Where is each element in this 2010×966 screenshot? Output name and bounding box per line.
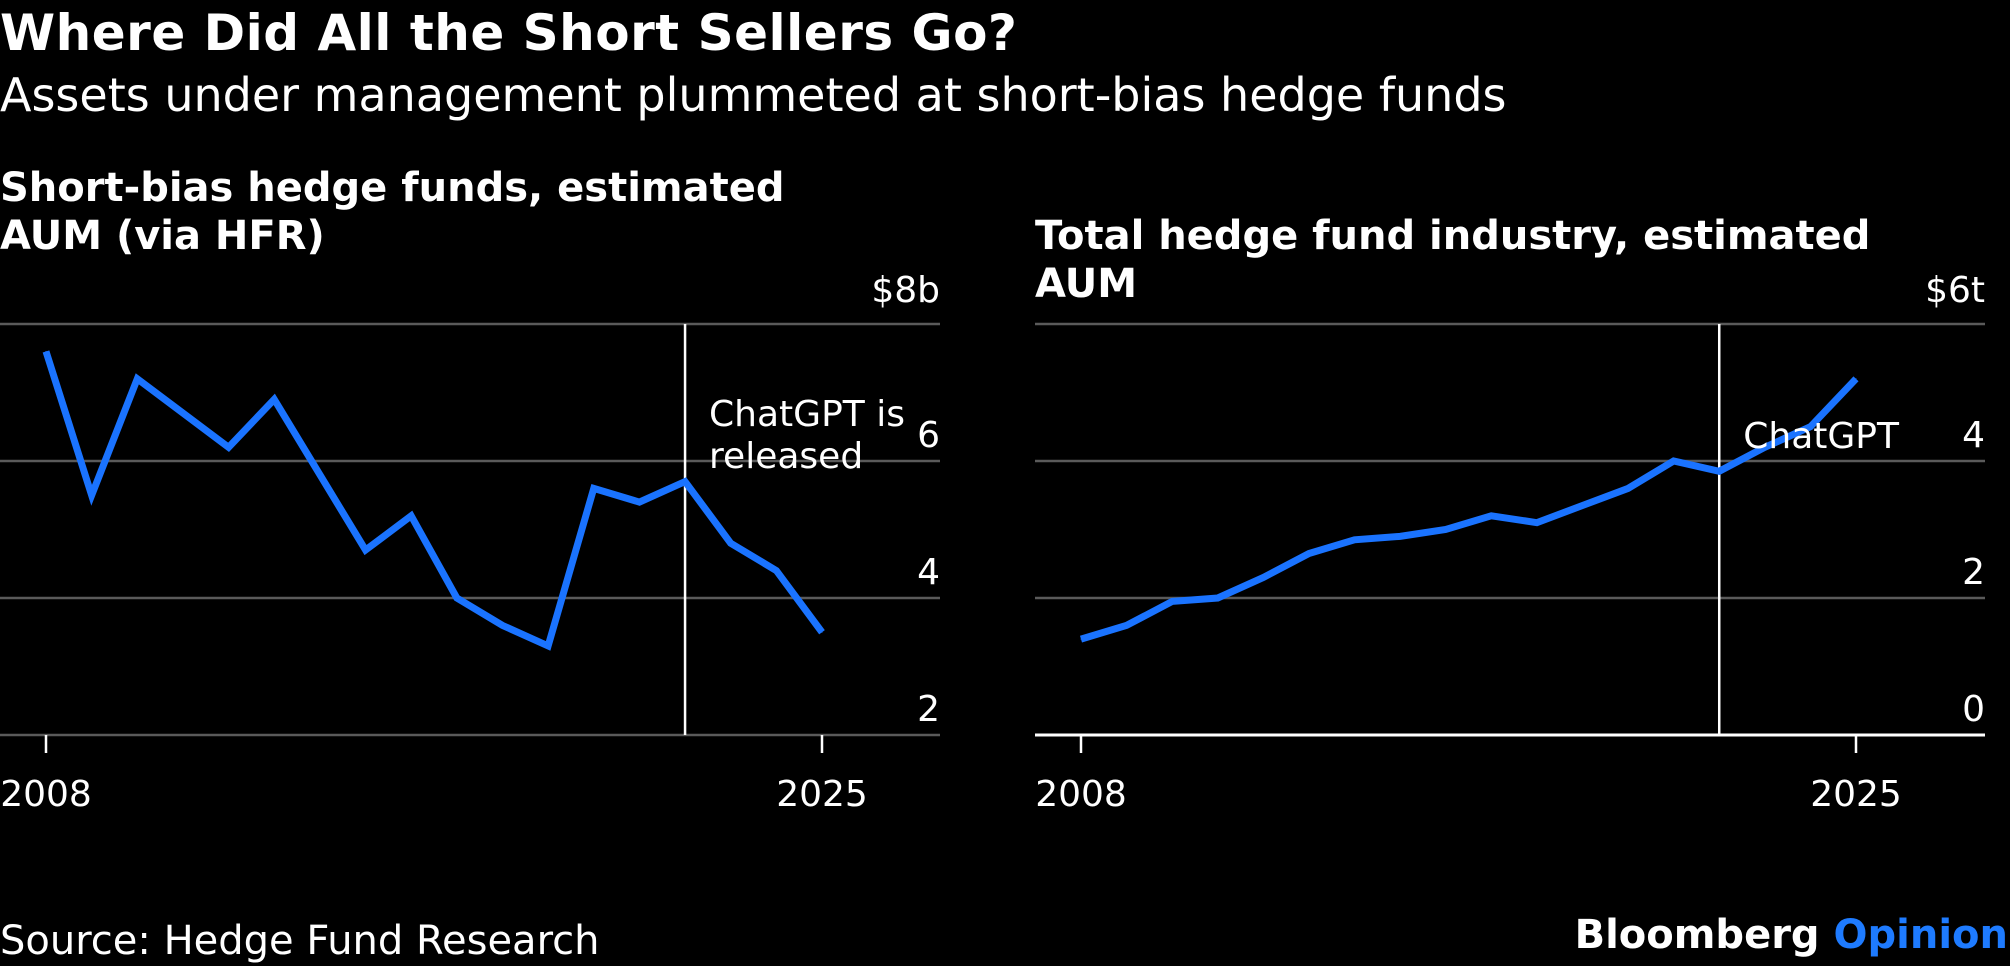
chart-subtitle: Assets under management plummeted at sho… xyxy=(0,68,1507,122)
y-tick-label: 4 xyxy=(917,552,940,593)
data-point xyxy=(1855,378,1857,380)
data-point xyxy=(593,487,595,489)
data-point xyxy=(1718,470,1720,472)
y-tick-label: 6 xyxy=(917,415,940,456)
data-point xyxy=(456,597,458,599)
data-point xyxy=(1445,529,1447,530)
data-point xyxy=(501,624,503,626)
data-point xyxy=(1171,600,1173,602)
data-point xyxy=(1399,535,1401,537)
data-point xyxy=(821,631,823,633)
series-line xyxy=(42,350,825,651)
data-point xyxy=(136,378,138,380)
data-point xyxy=(730,542,732,544)
y-tick-label: 2 xyxy=(1962,552,1985,593)
annotation-label: released xyxy=(709,436,863,477)
data-point xyxy=(1217,597,1219,599)
data-point xyxy=(547,645,549,647)
annotation-label: ChatGPT xyxy=(1743,416,1900,457)
data-point xyxy=(1627,487,1629,489)
data-point xyxy=(1809,426,1811,428)
data-point xyxy=(319,474,321,476)
data-point xyxy=(1354,539,1356,541)
data-point xyxy=(1308,552,1310,554)
brand-accent: Opinion xyxy=(1833,912,2009,958)
data-point xyxy=(1581,505,1583,507)
y-tick-label: 0 xyxy=(1962,689,1985,730)
x-tick-label: 2025 xyxy=(776,774,868,815)
data-point xyxy=(91,494,93,496)
data-point xyxy=(684,481,686,483)
left-panel-title: Short-bias hedge funds, estimated AUM (v… xyxy=(0,165,785,259)
data-point xyxy=(1490,515,1492,517)
bloomberg-opinion-logo: Bloomberg Opinion xyxy=(1575,912,2008,958)
data-point xyxy=(1536,522,1538,524)
data-point xyxy=(1673,460,1675,462)
chart-title: Where Did All the Short Sellers Go? xyxy=(0,4,1018,62)
data-point xyxy=(45,350,47,352)
data-point xyxy=(1262,576,1264,578)
y-tick-label: 2 xyxy=(917,689,940,730)
x-tick-label: 2025 xyxy=(1810,774,1902,815)
series-line xyxy=(1079,376,1859,643)
data-point xyxy=(1126,624,1128,626)
y-tick-label: $8b xyxy=(871,270,940,311)
annotation-label: ChatGPT is xyxy=(709,394,905,435)
data-point xyxy=(1764,446,1766,448)
y-tick-label: 4 xyxy=(1962,415,1985,456)
data-point xyxy=(365,549,367,551)
data-point xyxy=(1080,638,1082,640)
data-point xyxy=(273,398,275,400)
y-tick-label: $6t xyxy=(1925,270,1985,311)
data-point xyxy=(410,515,412,517)
right-panel-title: Total hedge fund industry, estimated AUM xyxy=(1035,213,1871,307)
x-tick-label: 2008 xyxy=(1035,774,1127,815)
data-point xyxy=(775,570,777,572)
x-tick-label: 2008 xyxy=(0,774,92,815)
brand-main: Bloomberg xyxy=(1574,912,1820,958)
source-note: Source: Hedge Fund Research xyxy=(0,918,600,964)
data-point xyxy=(228,446,230,448)
data-point xyxy=(638,501,640,503)
data-point xyxy=(182,412,184,414)
